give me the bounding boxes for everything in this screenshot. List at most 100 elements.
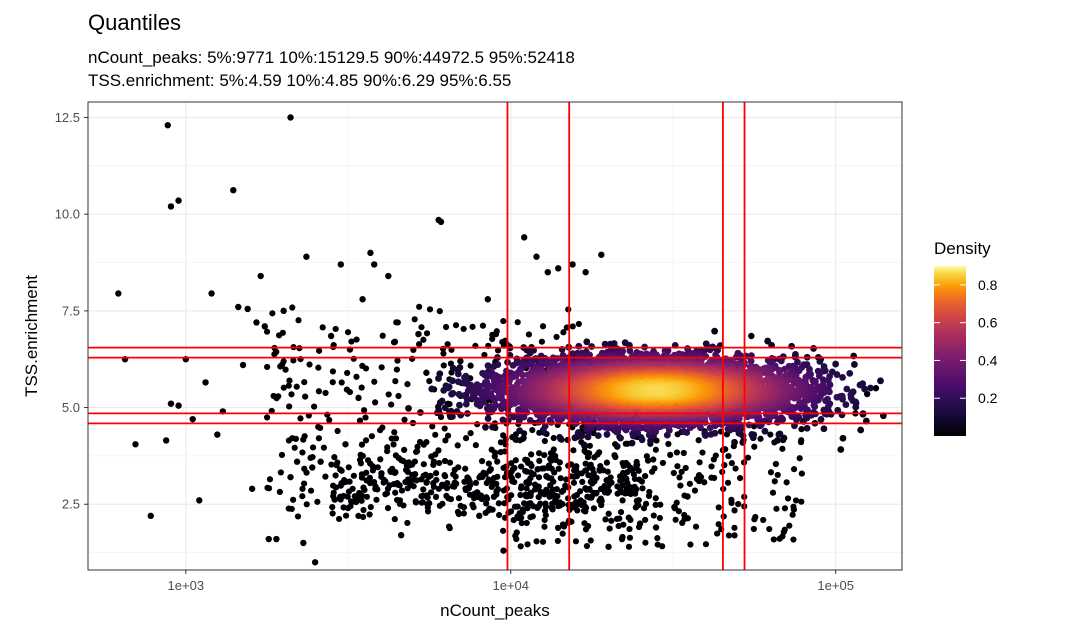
data-point [642, 539, 649, 546]
data-point [467, 362, 474, 369]
data-point [423, 479, 430, 486]
data-point [798, 426, 805, 433]
data-point [320, 444, 327, 451]
data-point [478, 458, 486, 465]
data-point [257, 272, 264, 280]
data-point [367, 503, 374, 511]
data-point [322, 473, 329, 480]
density-point [445, 383, 453, 391]
data-point [656, 514, 663, 522]
data-point [724, 479, 732, 486]
data-point [309, 453, 316, 461]
data-point [367, 249, 374, 257]
data-point [501, 448, 508, 455]
data-point [330, 489, 337, 496]
data-point [374, 464, 381, 471]
data-point [784, 495, 792, 502]
data-point [672, 516, 679, 523]
data-point [633, 462, 640, 469]
data-point [420, 336, 427, 343]
data-point [384, 485, 392, 492]
density-point [776, 430, 784, 438]
data-point [491, 449, 499, 456]
data-point [266, 476, 274, 483]
data-point [522, 492, 529, 500]
data-point [626, 534, 634, 541]
data-point [359, 513, 367, 521]
data-point [290, 357, 297, 364]
data-point [404, 485, 411, 492]
data-point [612, 453, 619, 461]
data-point [295, 317, 302, 324]
data-point [555, 465, 562, 472]
data-point [314, 498, 321, 505]
data-point [544, 268, 551, 276]
data-point [629, 488, 636, 496]
data-point [518, 520, 525, 527]
data-point [338, 480, 345, 487]
data-point [732, 465, 739, 472]
density-point [761, 427, 769, 435]
data-point [731, 532, 738, 539]
data-point [329, 368, 337, 375]
data-point [371, 378, 378, 385]
data-point [435, 485, 442, 492]
data-point [550, 446, 557, 453]
data-point [687, 541, 694, 548]
data-point [494, 486, 502, 493]
density-point [833, 393, 841, 401]
data-point [631, 483, 638, 490]
data-point [411, 458, 418, 465]
data-point [273, 535, 280, 543]
data-point [541, 451, 548, 459]
data-point [279, 361, 286, 368]
data-point [357, 460, 365, 467]
data-point [311, 559, 319, 566]
data-point [391, 516, 398, 523]
data-point [462, 435, 470, 442]
density-point [817, 416, 825, 423]
data-point [442, 437, 449, 444]
data-point [416, 303, 423, 310]
data-point [147, 512, 154, 520]
data-point [767, 469, 775, 476]
data-point [523, 456, 531, 464]
data-point [428, 489, 435, 496]
data-point [620, 521, 627, 528]
data-point [667, 451, 674, 458]
data-point [556, 502, 564, 509]
data-point [554, 493, 561, 500]
data-point [444, 479, 451, 487]
data-point [585, 472, 592, 479]
data-point [387, 468, 394, 475]
data-point [331, 496, 338, 503]
data-point [302, 393, 309, 400]
data-point [303, 501, 310, 508]
data-point [418, 499, 425, 506]
data-point [560, 523, 568, 530]
density-point [637, 433, 645, 441]
data-point [569, 323, 576, 330]
data-point [287, 473, 294, 481]
data-point [432, 493, 440, 500]
data-point [397, 531, 405, 539]
data-point [388, 435, 395, 442]
data-point [798, 470, 805, 477]
data-point [353, 336, 360, 343]
data-point [469, 501, 476, 508]
data-point [444, 432, 452, 439]
density-point [846, 369, 854, 377]
data-point [303, 253, 310, 260]
data-point [425, 473, 432, 481]
data-point [565, 484, 572, 491]
data-point [587, 537, 594, 544]
data-point [280, 384, 287, 391]
data-point [277, 469, 284, 476]
data-point [481, 470, 488, 477]
data-point [779, 533, 786, 540]
data-point [535, 493, 542, 501]
data-point [549, 505, 556, 513]
data-point [311, 403, 318, 410]
data-point [338, 379, 345, 386]
data-point [412, 471, 419, 478]
